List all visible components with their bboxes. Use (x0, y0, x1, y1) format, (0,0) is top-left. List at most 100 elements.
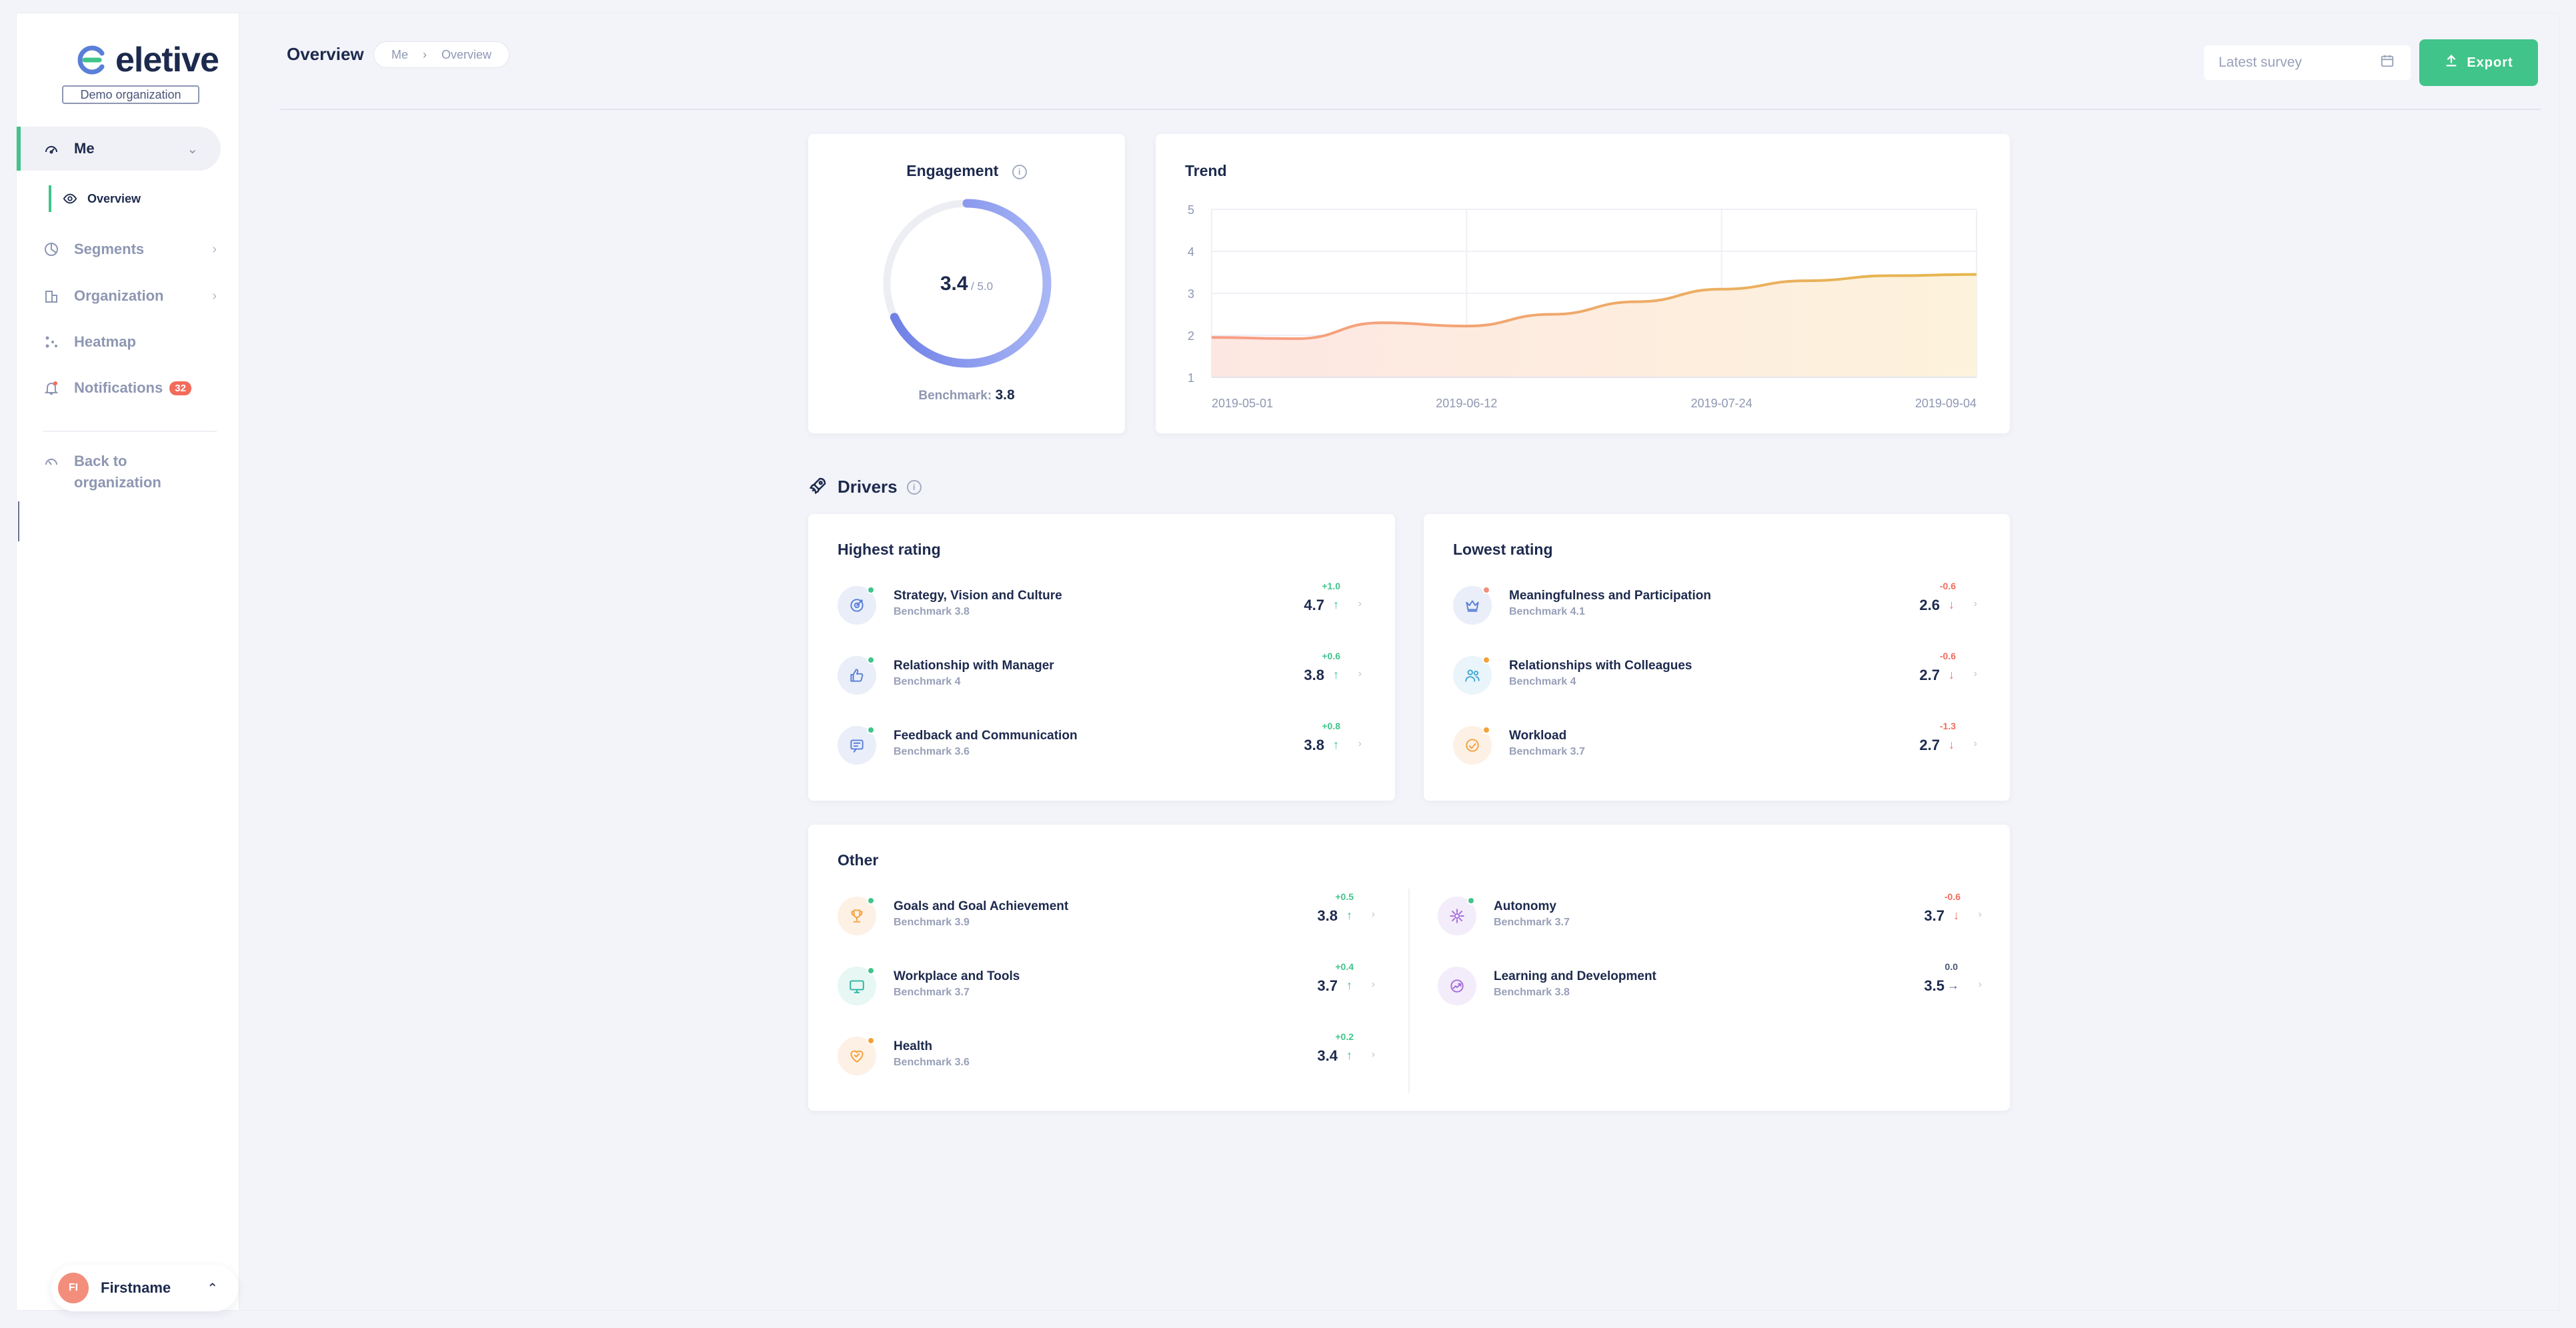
chevron-right-icon: › (1358, 738, 1362, 749)
rocket-icon (808, 475, 828, 499)
driver-row[interactable]: Learning and Development Benchmark 3.8 3.5… (1438, 961, 1985, 1009)
driver-benchmark: Benchmark 4.1 (1509, 606, 1585, 617)
trend-area (1212, 274, 1977, 377)
engagement-value: 3.4 (940, 273, 968, 295)
driver-score: 3.5 (1924, 977, 1945, 994)
driver-score: 3.4 (1317, 1047, 1338, 1064)
back-label: Back to organization (74, 453, 161, 491)
status-dot (867, 656, 875, 664)
driver-benchmark: Benchmark 4 (894, 676, 961, 687)
org-badge[interactable]: Demo organization (62, 85, 199, 104)
status-dot (867, 586, 875, 594)
status-dot (1482, 586, 1490, 594)
heart-icon (850, 1050, 864, 1063)
other-card: Other Goals and Goal Achievement Benchmar… (808, 825, 2010, 1111)
trend-line (1211, 273, 1977, 341)
driver-icon-badge (838, 1037, 876, 1075)
sidebar-item-overview[interactable]: Overview (49, 185, 141, 212)
driver-row[interactable]: Feedback and Communication Benchmark 3.6 3… (838, 721, 1364, 769)
sidebar-item-segments[interactable]: Segments › (43, 235, 217, 264)
trend-arrow-icon: ↓ (1953, 909, 1959, 922)
survey-select[interactable]: Latest survey (2204, 45, 2411, 80)
driver-benchmark: Benchmark 3.7 (1509, 746, 1585, 757)
driver-name: Strategy, Vision and Culture (894, 589, 1062, 603)
driver-delta: +0.8 (1322, 721, 1340, 731)
info-icon[interactable]: i (1012, 164, 1027, 179)
driver-row[interactable]: Health Benchmark 3.6 3.4 +0.2 ↑ › (838, 1031, 1378, 1079)
lowest-rating-card: Lowest rating Meaningfulness and Partici… (1424, 514, 2010, 801)
breadcrumb-item-me[interactable]: Me (391, 47, 409, 61)
sidebar-item-label: Overview (87, 191, 141, 205)
y-tick-label: 1 (1188, 371, 1194, 385)
sidebar-item-label: Notifications (74, 379, 163, 396)
logo-icon (77, 45, 105, 75)
driver-benchmark: Benchmark 3.7 (894, 987, 970, 998)
driver-benchmark: Benchmark 3.6 (894, 1057, 970, 1068)
resize-handle[interactable] (18, 501, 19, 541)
sidebar-item-label: Me (74, 140, 95, 157)
driver-score: 3.7 (1317, 977, 1338, 994)
driver-icon-badge (838, 656, 876, 695)
thumbs-up-icon (850, 669, 864, 682)
y-tick-label: 5 (1188, 203, 1194, 217)
engagement-max: / 5.0 (971, 280, 994, 293)
sidebar-item-heatmap[interactable]: Heatmap (43, 327, 217, 357)
driver-benchmark: Benchmark 3.8 (1494, 987, 1570, 998)
driver-row[interactable]: Autonomy Benchmark 3.7 3.7 -0.6 ↓ › (1438, 891, 1985, 939)
driver-row[interactable]: Relationships with Colleagues Benchmark 4… (1453, 651, 1980, 699)
info-icon[interactable]: i (906, 479, 922, 495)
chevron-right-icon: › (212, 288, 217, 303)
status-dot (867, 726, 875, 734)
drivers-title: Drivers (838, 477, 898, 497)
driver-score: 2.7 (1919, 737, 1940, 753)
driver-row[interactable]: Relationship with Manager Benchmark 4 3.8 +… (838, 651, 1364, 699)
chevron-down-icon: ⌄ (187, 141, 198, 157)
chevron-right-icon: › (1371, 1049, 1375, 1060)
growth-icon (1450, 979, 1464, 993)
x-tick-label: 2019-07-24 (1691, 397, 1752, 410)
breadcrumb-item-overview: Overview (441, 47, 492, 61)
chevron-right-icon: › (1371, 909, 1375, 920)
trophy-icon (851, 909, 863, 923)
logo[interactable]: eletive (77, 40, 219, 80)
breadcrumb: Me › Overview (373, 41, 510, 68)
y-tick-label: 4 (1188, 245, 1194, 259)
header-divider (280, 109, 2541, 110)
trend-arrow-icon: ↓ (1949, 738, 1955, 751)
driver-score: 2.6 (1919, 597, 1940, 613)
driver-score: 2.7 (1919, 667, 1940, 683)
driver-row[interactable]: Goals and Goal Achievement Benchmark 3.9 3… (838, 891, 1378, 939)
driver-name: Learning and Development (1494, 969, 1656, 983)
benchmark-label: Benchmark: (918, 389, 992, 403)
chevron-right-icon: › (1978, 909, 1982, 920)
trend-arrow-icon: ↑ (1333, 738, 1339, 751)
sidebar-item-me[interactable]: Me ⌄ (17, 127, 221, 171)
survey-select-placeholder: Latest survey (2219, 55, 2302, 70)
driver-row[interactable]: Strategy, Vision and Culture Benchmark 3.… (838, 581, 1364, 629)
driver-row[interactable]: Meaningfulness and Participation Benchmar… (1453, 581, 1980, 629)
driver-icon-badge (838, 897, 876, 935)
engagement-title-row: Engagement i (808, 162, 1125, 180)
driver-delta: -0.6 (1944, 891, 1961, 902)
back-to-organization-link[interactable]: Back to organization (43, 451, 203, 493)
engagement-card: Engagement i 3.4 / 5.0 Benchmark: 3.8 (808, 134, 1125, 433)
driver-score: 3.8 (1304, 667, 1324, 683)
y-tick-label: 2 (1188, 329, 1194, 343)
driver-benchmark: Benchmark 3.8 (894, 606, 970, 617)
eye-icon (62, 191, 78, 207)
user-menu[interactable]: FI Firstname ⌃ (51, 1265, 238, 1311)
chevron-right-icon: › (212, 241, 217, 257)
building-icon (43, 288, 59, 304)
sidebar-item-label: Segments (74, 241, 145, 257)
status-dot (867, 897, 875, 905)
trend-arrow-icon: → (1947, 979, 1959, 992)
sidebar-item-notifications[interactable]: Notifications 32 (43, 373, 217, 403)
trend-arrow-icon: ↑ (1333, 598, 1339, 611)
engagement-score: 3.4 / 5.0 (808, 273, 1125, 295)
crown-icon (1466, 600, 1479, 612)
driver-row[interactable]: Workplace and Tools Benchmark 3.7 3.7 +0.4 ↑… (838, 961, 1378, 1009)
sidebar-item-organization[interactable]: Organization › (43, 281, 217, 311)
other-title: Other (838, 851, 879, 869)
driver-row[interactable]: Workload Benchmark 3.7 2.7 -1.3 ↓ › (1453, 721, 1980, 769)
export-button[interactable]: Export (2419, 39, 2538, 86)
